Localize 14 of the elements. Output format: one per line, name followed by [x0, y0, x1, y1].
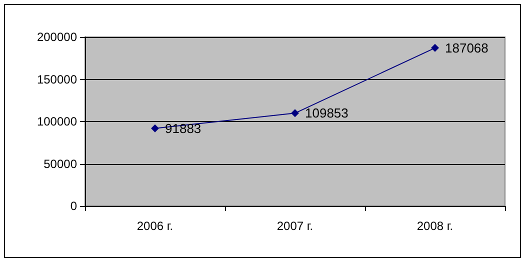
data-label: 109853	[305, 106, 348, 121]
x-tick-label: 2006 г.	[136, 219, 174, 233]
x-tick-label: 2008 г.	[416, 219, 454, 233]
y-tick-label: 0	[70, 199, 78, 213]
y-tick-label: 100000	[36, 114, 78, 128]
y-tick-label: 150000	[36, 72, 78, 86]
point	[291, 109, 299, 118]
data-label: 91883	[165, 120, 202, 136]
data-label: 187068	[445, 40, 488, 56]
point	[151, 124, 159, 132]
y-tick-label: 50000	[44, 156, 78, 171]
y-tick-label: 200000	[36, 30, 78, 44]
point	[431, 44, 439, 52]
x-tick-label: 2007 г.	[276, 219, 314, 233]
